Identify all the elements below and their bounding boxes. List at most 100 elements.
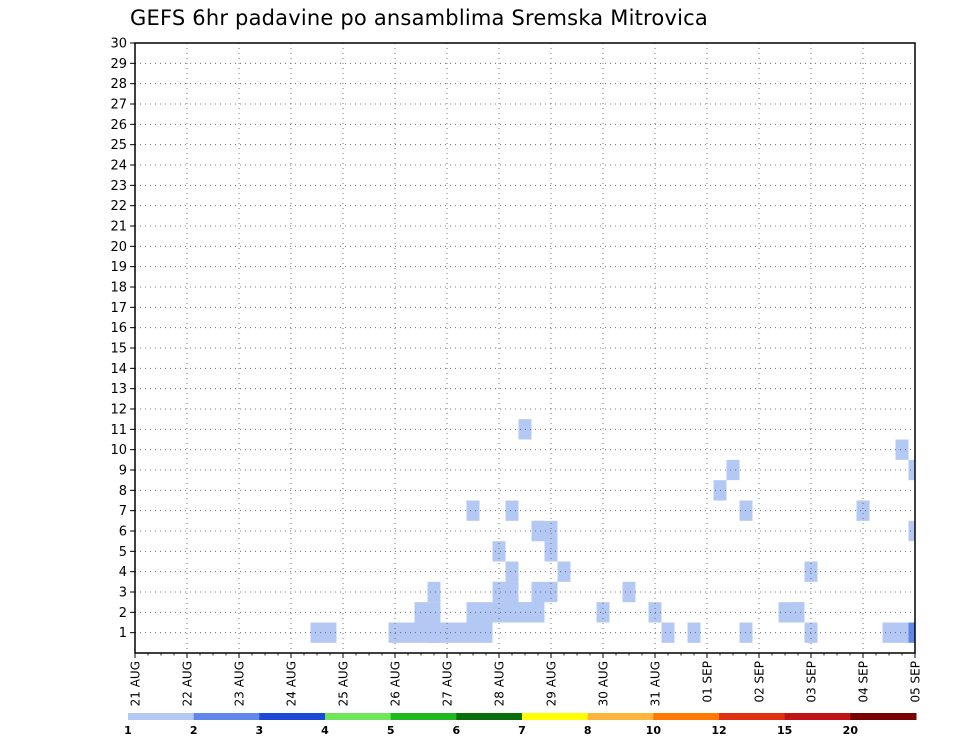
heatmap-cell <box>310 622 324 643</box>
x-tick-label: 28 AUG <box>493 661 507 706</box>
colorbar-label: 6 <box>453 724 461 737</box>
colorbar-label: 1 <box>124 724 132 737</box>
heatmap-cell <box>492 581 506 603</box>
y-tick-label: 6 <box>119 525 127 540</box>
heatmap-cell <box>882 622 896 643</box>
heatmap-cell <box>427 602 441 623</box>
colorbar-swatch <box>719 713 786 720</box>
colorbar-label: 2 <box>190 724 198 737</box>
y-tick-label: 14 <box>110 362 127 377</box>
y-tick-label: 20 <box>110 240 127 255</box>
x-tick-label: 23 AUG <box>233 661 247 706</box>
y-tick-label: 3 <box>119 586 127 601</box>
colorbar-label: 8 <box>584 724 592 737</box>
heatmap-cell <box>557 561 571 582</box>
y-tick-label: 26 <box>110 118 127 133</box>
y-tick-label: 30 <box>110 37 127 52</box>
cells-layer <box>310 419 915 643</box>
y-tick-label: 12 <box>110 403 127 418</box>
y-tick-label: 17 <box>110 301 127 316</box>
y-tick-label: 29 <box>110 57 127 72</box>
y-tick-label: 22 <box>110 199 127 214</box>
heatmap-cell <box>791 602 805 623</box>
x-tick-label: 04 SEP <box>857 661 871 703</box>
y-tick-label: 7 <box>119 504 127 519</box>
heatmap-cell <box>661 622 675 643</box>
colorbar-label: 3 <box>256 724 264 737</box>
chart-title: GEFS 6hr padavine po ansamblima Sremska … <box>130 6 708 30</box>
heatmap-cell <box>505 581 519 603</box>
heatmap-cell <box>492 602 506 623</box>
x-tick-label: 03 SEP <box>805 661 819 703</box>
colorbar-label: 12 <box>711 724 726 737</box>
y-axis: 1234567891011121314151617181920212223242… <box>110 37 135 641</box>
heatmap-cell <box>908 520 915 542</box>
heatmap-cell <box>505 561 519 582</box>
x-tick-label: 05 SEP <box>909 661 923 703</box>
heatmap-cell <box>401 622 415 643</box>
heatmap-cell <box>622 581 636 603</box>
colorbar-swatch <box>390 713 457 720</box>
heatmap-cell <box>531 520 545 542</box>
heatmap-cell <box>908 622 915 643</box>
colorbar-label: 5 <box>387 724 395 737</box>
heatmap-cell <box>895 622 909 643</box>
colorbar-label: 20 <box>843 724 859 737</box>
x-tick-label: 30 AUG <box>597 661 611 706</box>
heatmap-cell <box>492 541 506 562</box>
x-tick-label: 25 AUG <box>337 661 351 706</box>
colorbar-swatch <box>850 713 917 720</box>
x-tick-label: 02 SEP <box>753 661 767 703</box>
heatmap-cell <box>856 500 870 521</box>
heatmap-cell <box>466 602 480 623</box>
y-tick-label: 13 <box>110 382 127 397</box>
x-tick-label: 26 AUG <box>389 661 403 706</box>
x-tick-label: 21 AUG <box>129 661 143 706</box>
y-tick-label: 28 <box>110 77 127 92</box>
y-tick-label: 16 <box>110 321 127 336</box>
heatmap-cell <box>440 622 454 643</box>
heatmap-cell <box>531 581 545 603</box>
colorbar: 1 2 3 4 5 6 7 8 10 12 15 20 <box>124 713 917 737</box>
colorbar-swatch <box>325 713 392 720</box>
y-tick-label: 11 <box>110 423 127 438</box>
x-tick-label: 24 AUG <box>285 661 299 706</box>
y-tick-label: 5 <box>119 545 127 560</box>
colorbar-label: 10 <box>646 724 662 737</box>
y-tick-label: 9 <box>119 464 127 479</box>
y-tick-label: 8 <box>119 484 127 499</box>
y-tick-label: 21 <box>110 220 127 235</box>
y-tick-label: 1 <box>119 626 127 641</box>
colorbar-swatch <box>653 713 720 720</box>
heatmap-cell <box>466 500 480 521</box>
heatmap-cell <box>427 581 441 603</box>
colorbar-swatch <box>128 713 195 720</box>
colorbar-swatch <box>784 713 851 720</box>
y-tick-label: 27 <box>110 98 127 113</box>
y-tick-label: 10 <box>110 443 127 458</box>
colorbar-label: 15 <box>777 724 792 737</box>
y-tick-label: 2 <box>119 606 127 621</box>
colorbar-label: 7 <box>518 724 526 737</box>
y-tick-label: 23 <box>110 179 127 194</box>
heatmap-cell <box>466 622 480 643</box>
x-tick-label: 29 AUG <box>545 661 559 706</box>
heatmap-cell <box>687 622 701 643</box>
y-tick-label: 4 <box>119 565 127 580</box>
colorbar-swatch <box>587 713 654 720</box>
grid-layer <box>135 43 915 653</box>
x-tick-label: 01 SEP <box>701 661 715 703</box>
y-tick-label: 25 <box>110 138 127 153</box>
colorbar-swatch <box>456 713 523 720</box>
heatmap-cell <box>895 439 909 460</box>
heatmap-cell <box>908 459 915 481</box>
y-tick-label: 15 <box>110 342 127 357</box>
x-axis: 21 AUG 22 AUG 23 AUG 24 AUG 25 AUG 26 AUG 27 A… <box>129 653 923 706</box>
colorbar-swatch <box>259 713 326 720</box>
colorbar-swatch <box>522 713 589 720</box>
x-tick-label: 31 AUG <box>649 661 663 706</box>
heatmap-cell <box>505 602 519 623</box>
y-tick-label: 18 <box>110 281 127 296</box>
colorbar-label: 4 <box>321 724 329 737</box>
